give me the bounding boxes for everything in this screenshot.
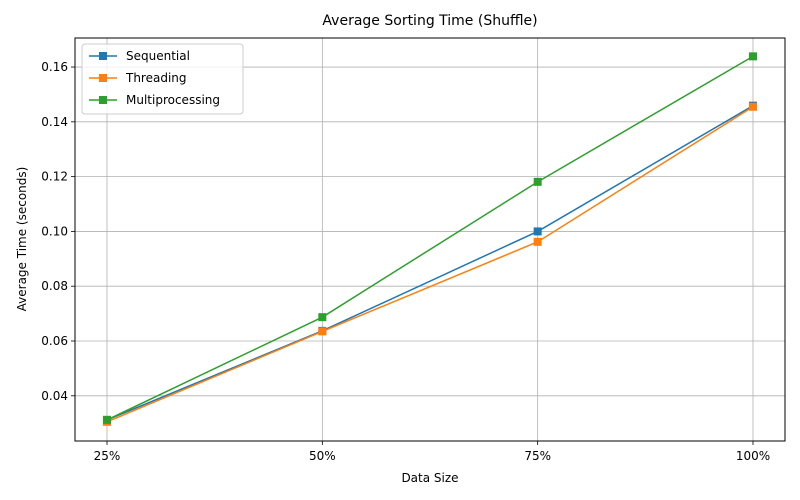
- x-tick-label: 50%: [309, 449, 336, 463]
- series-multiprocessing: [103, 52, 757, 424]
- series-line: [106, 106, 754, 423]
- data-point: [749, 102, 757, 111]
- legend-label: Multiprocessing: [126, 93, 220, 107]
- legend-box: [81, 43, 244, 115]
- plot-area: [74, 37, 786, 442]
- y-tick-label: 0.16: [41, 60, 68, 74]
- y-axis: 0.04 0.06 0.08 0.10 0.12 0.14 0.16: [41, 60, 75, 403]
- y-tick-label: 0.04: [41, 389, 68, 403]
- series-line: [106, 55, 754, 421]
- x-tick-label: 100%: [736, 449, 770, 463]
- data-point: [318, 327, 327, 336]
- data-point: [533, 237, 542, 246]
- x-tick-label: 75%: [524, 449, 551, 463]
- legend-label: Sequential: [126, 49, 190, 63]
- data-point: [533, 227, 542, 236]
- series-layer: [103, 52, 757, 426]
- y-axis-title: Average Time (seconds): [15, 167, 29, 312]
- y-tick-label: 0.14: [41, 115, 68, 129]
- data-point: [749, 52, 757, 61]
- legend-marker: [99, 96, 107, 104]
- legend-label: Threading: [125, 71, 187, 85]
- y-tick-label: 0.08: [41, 279, 68, 293]
- legend-marker: [99, 74, 107, 82]
- data-point: [533, 177, 542, 186]
- y-tick-label: 0.06: [41, 334, 68, 348]
- chart-title: Average Sorting Time (Shuffle): [322, 13, 537, 29]
- y-tick-label: 0.12: [41, 170, 68, 184]
- data-point: [318, 313, 327, 322]
- x-axis-title: Data Size: [401, 471, 458, 485]
- x-tick-label: 25%: [94, 449, 121, 463]
- y-tick-label: 0.10: [41, 224, 68, 238]
- data-point: [103, 415, 111, 424]
- x-axis: 25% 50% 75% 100%: [94, 441, 770, 463]
- legend: Sequential Threading Multiprocessing: [81, 43, 244, 115]
- series-line: [106, 105, 754, 421]
- legend-marker: [99, 52, 107, 60]
